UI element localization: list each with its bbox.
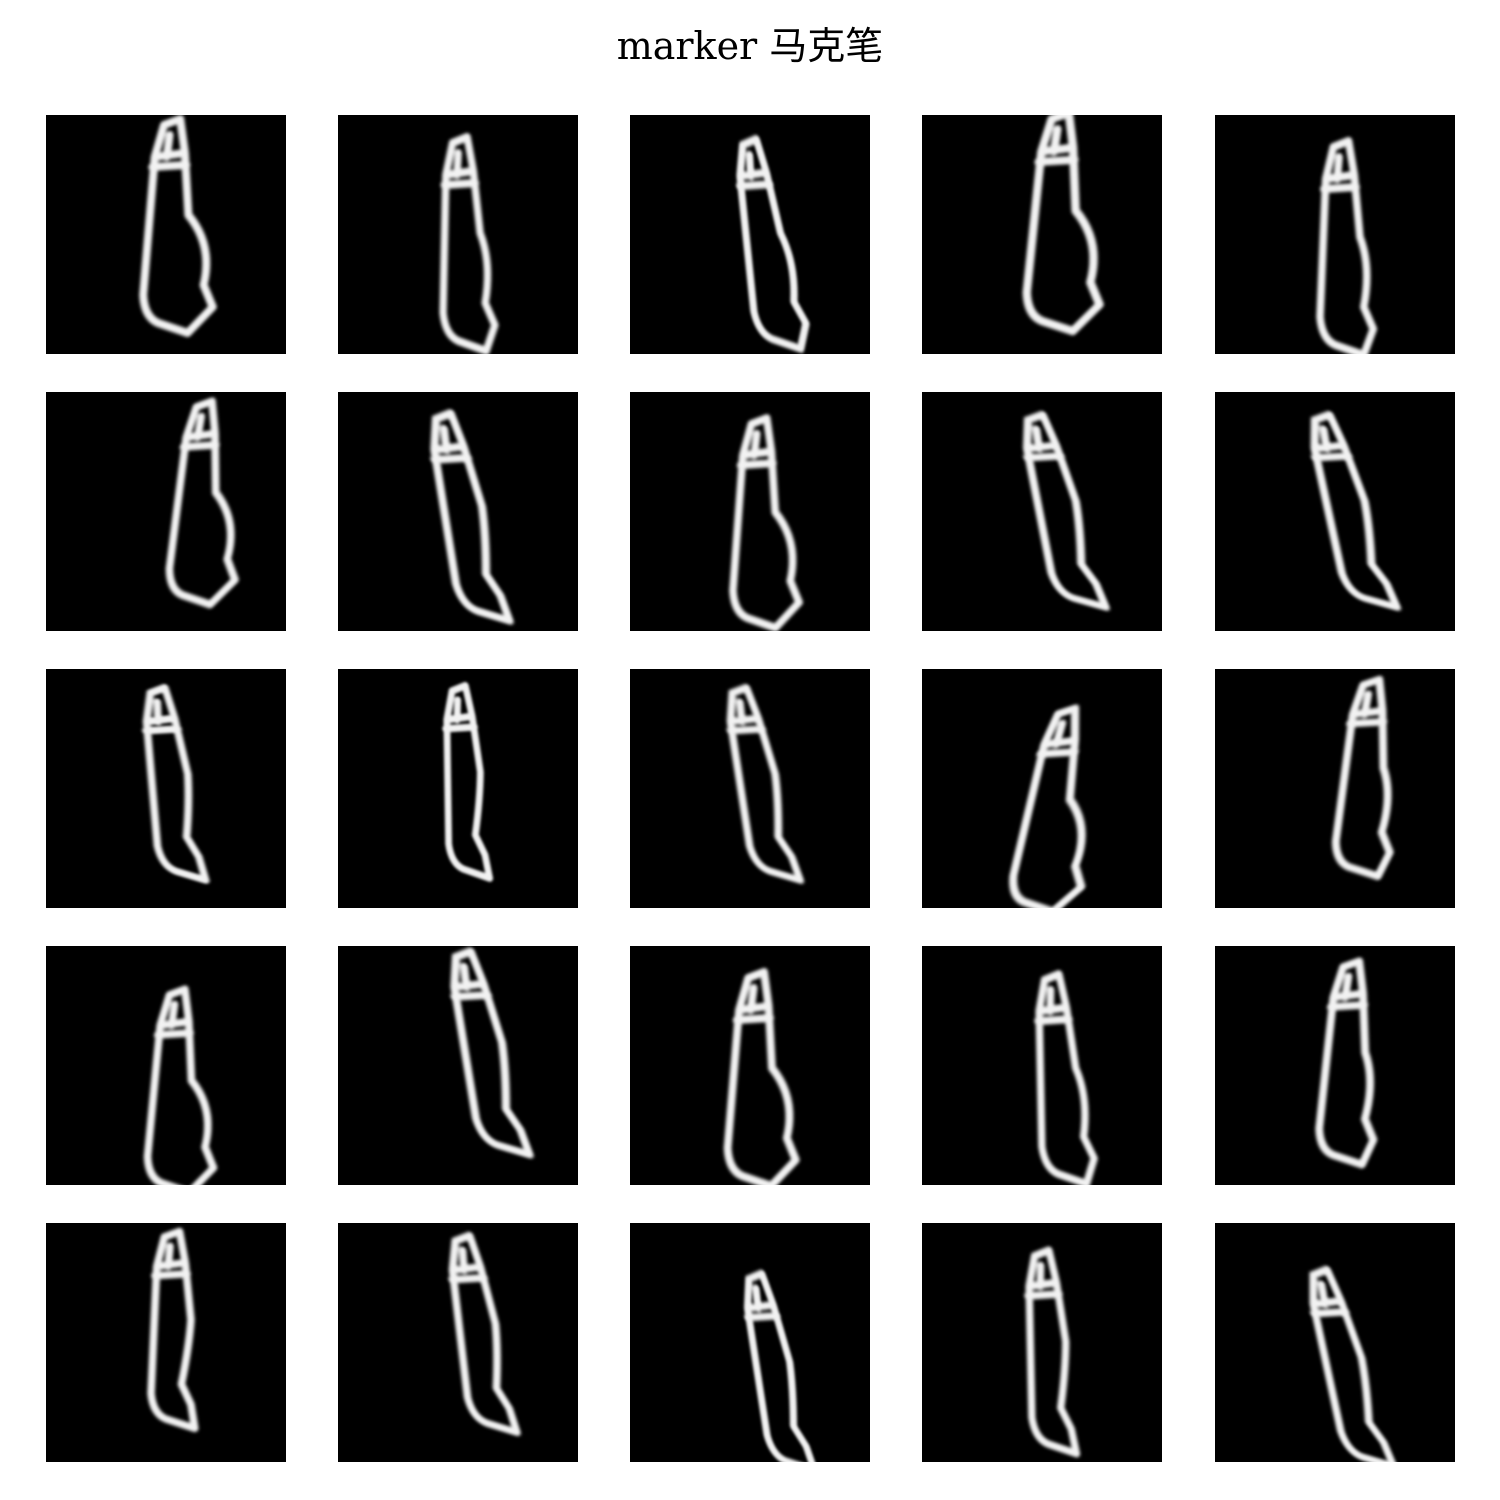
marker-stroke — [147, 1227, 199, 1433]
sample-image-2 — [338, 115, 578, 354]
sample-image-11 — [46, 669, 286, 908]
sample-image-25 — [1215, 1223, 1455, 1462]
marker-sketch — [1024, 1246, 1081, 1458]
marker-sketch — [1310, 410, 1402, 611]
marker-sketch — [723, 968, 800, 1185]
marker-stroke — [143, 985, 218, 1185]
sample-image-5 — [1215, 115, 1455, 354]
sample-image-14 — [922, 669, 1162, 908]
marker-stroke — [723, 968, 800, 1185]
marker-sketch — [1034, 970, 1098, 1185]
marker-sketch — [735, 135, 810, 353]
sample-image-12 — [338, 669, 578, 908]
sample-image-6 — [46, 392, 286, 631]
sample-image-22 — [338, 1223, 578, 1462]
sample-image-7 — [338, 392, 578, 631]
marker-sketch — [726, 683, 805, 884]
marker-sketch — [1309, 1265, 1398, 1462]
marker-sketch — [147, 1227, 199, 1433]
marker-stroke — [139, 115, 217, 337]
sample-image-4 — [922, 115, 1162, 354]
sample-image-15 — [1215, 669, 1455, 908]
marker-stroke — [165, 397, 239, 609]
sample-image-19 — [922, 946, 1162, 1185]
marker-stroke — [450, 947, 534, 1159]
marker-stroke — [1022, 115, 1104, 336]
marker-sketch — [430, 409, 514, 625]
sample-image-8 — [630, 392, 870, 631]
sample-image-16 — [46, 946, 286, 1185]
marker-stroke — [1309, 1265, 1398, 1462]
sample-image-17 — [338, 946, 578, 1185]
marker-stroke — [735, 135, 810, 353]
marker-stroke — [729, 414, 803, 631]
sample-image-20 — [1215, 946, 1455, 1185]
marker-stroke — [1316, 137, 1378, 354]
sample-image-13 — [630, 669, 870, 908]
marker-sketch — [1316, 137, 1378, 354]
marker-stroke — [743, 1269, 819, 1462]
sample-image-18 — [630, 946, 870, 1185]
figure-title: marker 马克笔 — [616, 24, 884, 68]
marker-sketch — [1022, 410, 1110, 611]
marker-sketch — [448, 1231, 521, 1437]
sample-image-3 — [630, 115, 870, 354]
sample-image-9 — [922, 392, 1162, 631]
marker-sketch — [139, 115, 217, 337]
sample-image-24 — [922, 1223, 1162, 1462]
sample-image-21 — [46, 1223, 286, 1462]
marker-stroke — [1024, 1246, 1081, 1458]
marker-sketch — [142, 683, 210, 884]
marker-sketch — [143, 985, 218, 1185]
sample-image-23 — [630, 1223, 870, 1462]
marker-stroke — [142, 683, 210, 884]
marker-stroke — [1022, 410, 1110, 611]
marker-sketch — [442, 681, 494, 882]
marker-stroke — [439, 133, 499, 354]
marker-sketch — [1009, 704, 1086, 908]
marker-stroke — [1034, 970, 1098, 1185]
sample-image-10 — [1215, 392, 1455, 631]
marker-stroke — [1009, 704, 1086, 908]
marker-stroke — [1310, 410, 1402, 611]
marker-stroke — [1331, 675, 1394, 881]
marker-sketch — [729, 414, 803, 631]
marker-sketch — [165, 397, 239, 609]
sample-image-1 — [46, 115, 286, 354]
marker-stroke — [448, 1231, 521, 1437]
marker-stroke — [430, 409, 514, 625]
marker-stroke — [442, 681, 494, 882]
marker-sketch — [1022, 115, 1104, 336]
marker-sketch — [439, 133, 499, 354]
marker-stroke — [1315, 957, 1378, 1169]
marker-sketch — [743, 1269, 819, 1462]
marker-stroke — [726, 683, 805, 884]
marker-sketch — [450, 947, 534, 1159]
marker-sketch — [1315, 957, 1378, 1169]
marker-sketch — [1331, 675, 1394, 881]
